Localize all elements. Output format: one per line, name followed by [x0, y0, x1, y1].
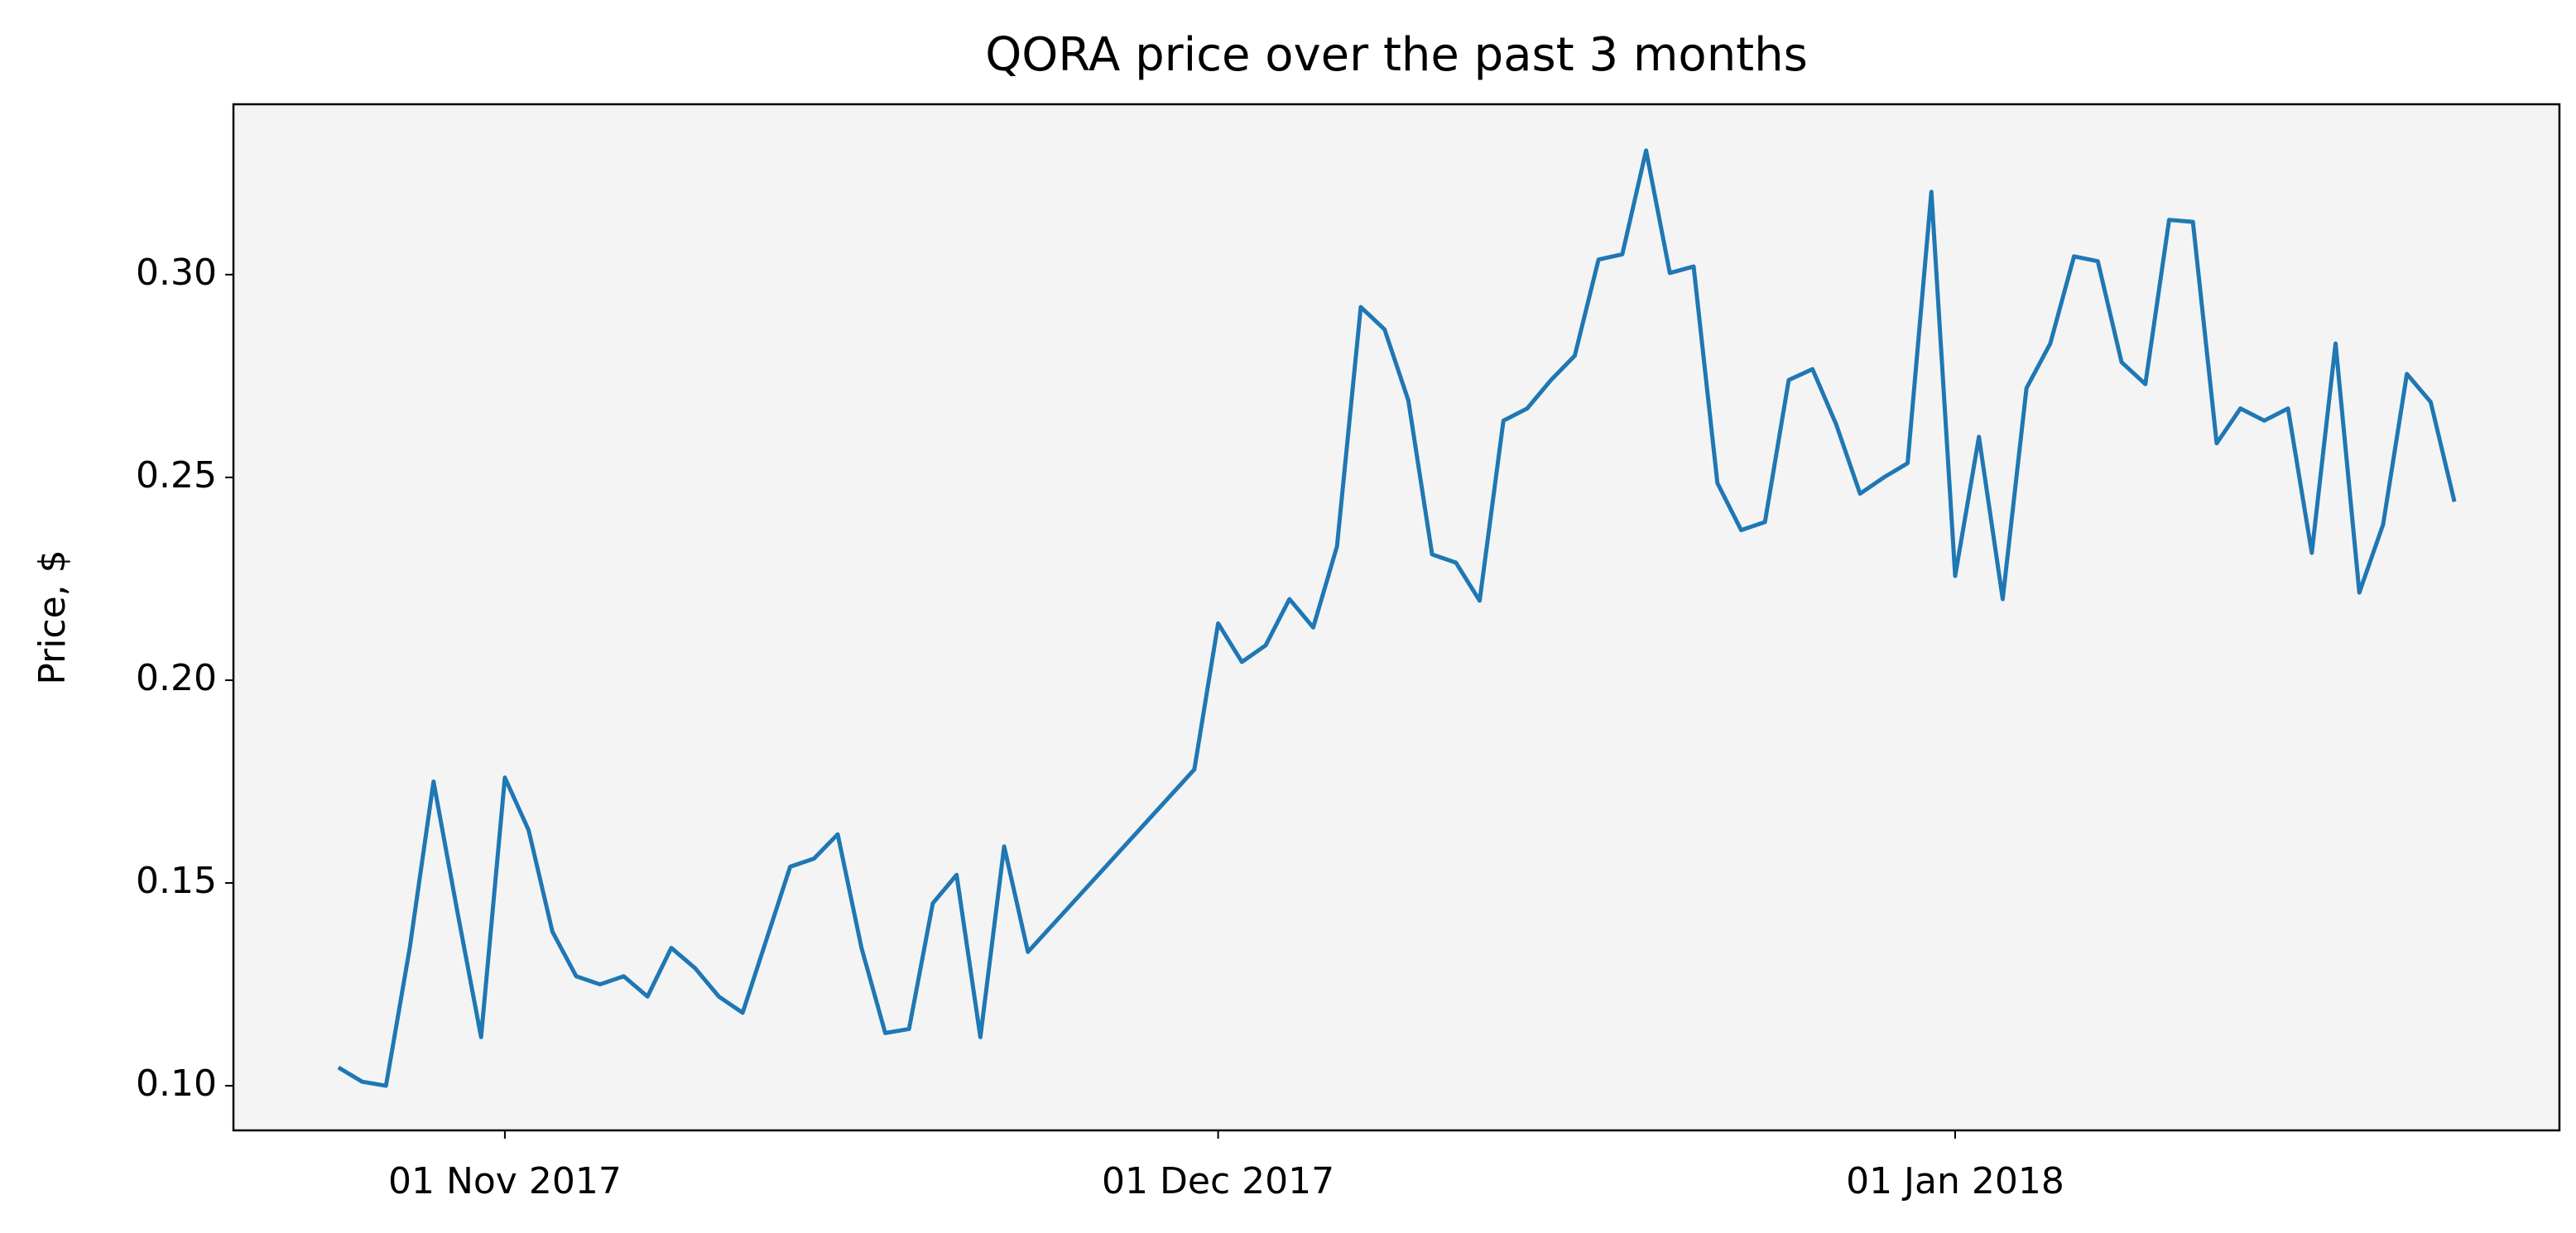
y-tick-label: 0.30 — [136, 252, 217, 294]
chart-title: QORA price over the past 3 months — [985, 28, 1808, 82]
y-tick-label: 0.20 — [136, 657, 217, 699]
y-tick-label: 0.15 — [136, 860, 217, 902]
x-tick-label: 01 Jan 2018 — [1846, 1160, 2064, 1202]
x-tick-label: 01 Dec 2017 — [1102, 1160, 1334, 1202]
price-line — [337, 148, 2457, 1088]
plot-frame — [232, 103, 2561, 1132]
y-tick-label: 0.10 — [136, 1063, 217, 1105]
x-tick-label: 01 Nov 2017 — [388, 1160, 622, 1202]
y-tick-label: 0.25 — [136, 454, 217, 497]
y-axis-label: Price, $ — [31, 549, 74, 684]
plot-background — [233, 104, 2559, 1130]
